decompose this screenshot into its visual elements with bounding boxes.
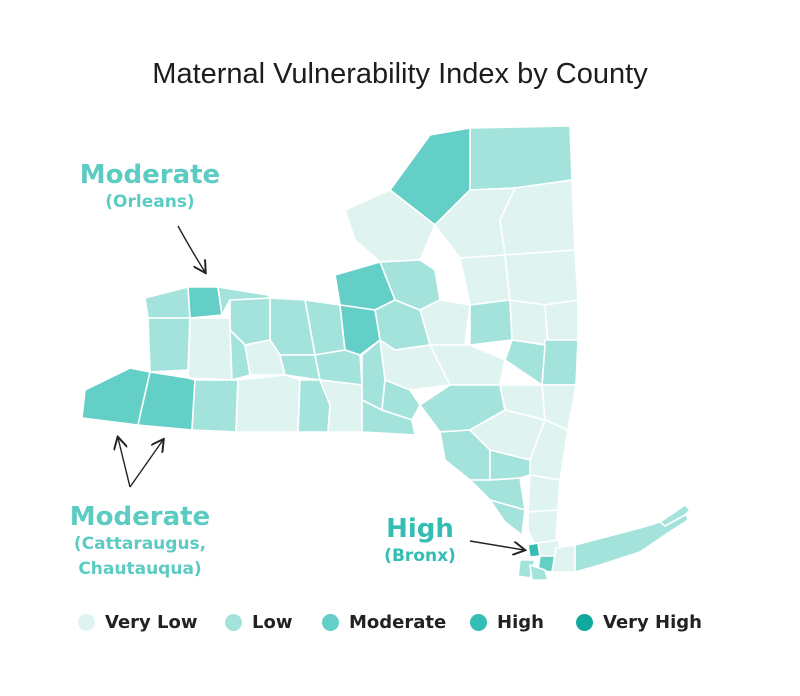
orleans-arrow (177, 225, 205, 272)
county-region (509, 299, 549, 346)
legend-swatch-very-low (78, 614, 95, 631)
catt-arrow-left (118, 438, 131, 488)
catt-arrow-right (129, 440, 163, 488)
county-region (489, 499, 526, 536)
legend-swatch-very-high (576, 614, 593, 631)
county-region (541, 339, 579, 386)
callout-cattaraugus-county-2: Chautauqua) (78, 559, 202, 579)
legend-label-high: High (497, 612, 544, 633)
county-region (191, 379, 239, 433)
legend-label-low: Low (252, 612, 293, 633)
county-region (314, 349, 363, 386)
callout-cattaraugus-county-1: (Cattaraugus, (73, 534, 207, 554)
callout-bronx: High (Bronx) (360, 514, 480, 569)
county-region (489, 449, 531, 481)
legend-swatch-moderate (322, 614, 339, 631)
legend-item-very-low: Very Low (78, 612, 198, 633)
county-region (361, 399, 416, 436)
county-region (144, 286, 191, 319)
callout-cattaraugus: Moderate (Cattaraugus, Chautauqua) (40, 502, 240, 582)
county-region (187, 317, 233, 381)
county-region (381, 379, 421, 421)
legend: Very Low Low Moderate High Very High (0, 612, 800, 642)
county-region (235, 374, 301, 433)
county-region (544, 299, 579, 346)
legend-label-moderate: Moderate (349, 612, 447, 633)
legend-label-very-high: Very High (603, 612, 702, 633)
county-region (551, 544, 576, 573)
county-region (529, 564, 549, 581)
county-region (469, 125, 573, 191)
legend-item-moderate: Moderate (322, 612, 446, 633)
county-region (659, 504, 691, 527)
county-region (229, 329, 251, 381)
callout-orleans: Moderate (Orleans) (60, 160, 240, 215)
legend-item-high: High (470, 612, 544, 633)
county-region (527, 509, 559, 546)
county-region (459, 254, 511, 306)
county-region (217, 286, 271, 316)
county-region (469, 299, 513, 346)
bronx-arrow (469, 540, 524, 550)
county-region (81, 367, 151, 426)
callout-orleans-county: (Orleans) (105, 192, 195, 212)
county-region (187, 286, 223, 319)
callout-bronx-county: (Bronx) (384, 546, 456, 566)
county-region (574, 509, 689, 573)
legend-item-very-high: Very High (576, 612, 702, 633)
map-title: Maternal Vulnerability Index by County (152, 58, 648, 90)
county-region (147, 317, 191, 373)
legend-swatch-low (225, 614, 242, 631)
callout-cattaraugus-level: Moderate (69, 502, 211, 532)
callout-bronx-level: High (386, 514, 454, 544)
county-region (504, 339, 546, 386)
county-region (527, 474, 561, 513)
callout-orleans-level: Moderate (79, 160, 221, 190)
legend-label-very-low: Very Low (105, 612, 198, 633)
legend-item-low: Low (225, 612, 292, 633)
county-region (469, 477, 526, 511)
legend-swatch-high (470, 614, 487, 631)
county-region (504, 249, 579, 306)
